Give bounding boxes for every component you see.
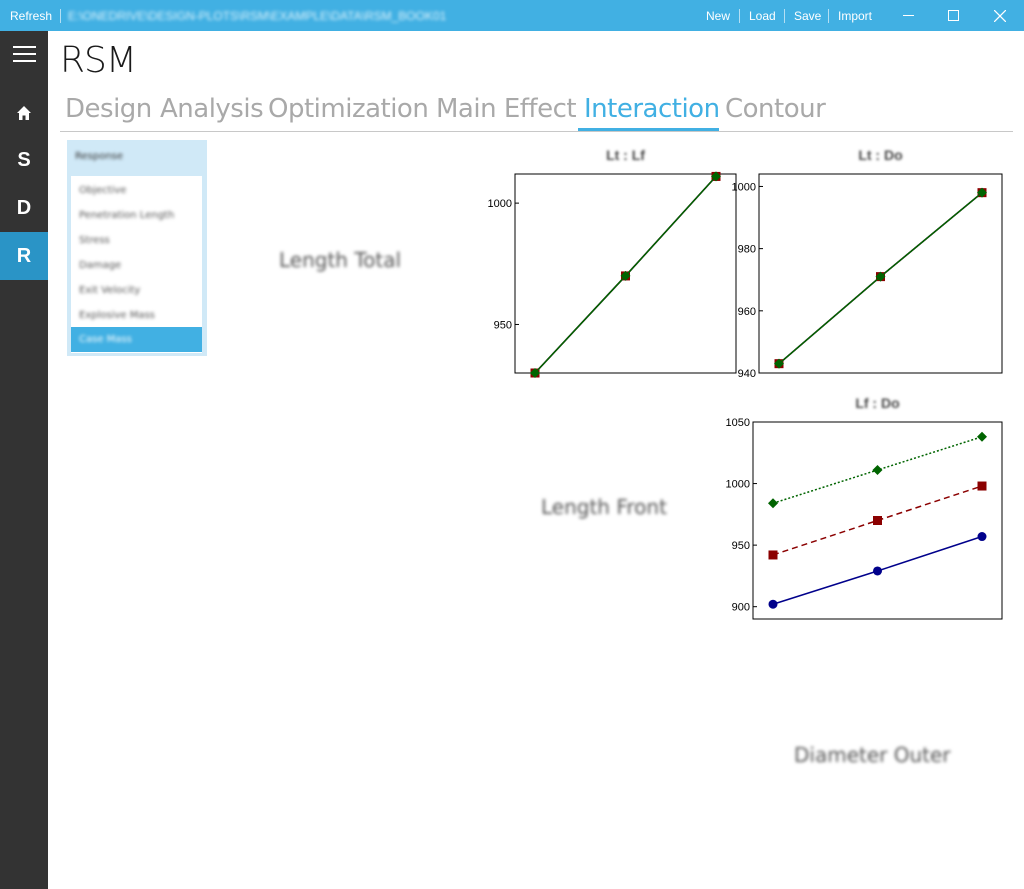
tab-interaction[interactable]: Interaction: [584, 94, 720, 124]
y-tick-label: 940: [738, 368, 756, 380]
chart-title: Lt : Do: [858, 147, 902, 163]
load-button[interactable]: Load: [749, 9, 776, 23]
active-tab-indicator: [578, 128, 719, 131]
data-point: [768, 599, 778, 609]
data-point: [977, 481, 987, 491]
menu-separator: [828, 9, 829, 23]
title-separator: [60, 9, 61, 23]
tabs-divider: [60, 131, 1013, 132]
y-tick-label: 950: [732, 540, 750, 552]
list-item[interactable]: Damage: [79, 260, 122, 271]
interaction-plot-lt-do: Lt : Do 940 960 980 1000: [732, 147, 1003, 380]
chart-title: Lt : Lf: [606, 147, 645, 163]
tab-contour[interactable]: Contour: [725, 94, 826, 124]
response-title: Response: [75, 151, 124, 162]
sidebar-item-d[interactable]: D: [16, 197, 32, 219]
data-point: [768, 550, 778, 560]
save-button[interactable]: Save: [794, 9, 822, 23]
data-point: [977, 187, 987, 198]
y-tick-label: 1050: [726, 417, 750, 429]
response-panel: Response Objective Penetration Length St…: [67, 140, 207, 356]
minimize-button[interactable]: [885, 0, 931, 31]
data-point: [768, 498, 778, 509]
y-tick-label: 1000: [726, 479, 750, 491]
label-length-front: Length Front: [541, 495, 667, 519]
data-point: [977, 431, 987, 442]
data-point: [620, 270, 631, 281]
list-item[interactable]: Explosive Mass: [79, 310, 155, 321]
list-item[interactable]: Objective: [79, 185, 127, 196]
title-bar: Refresh E:\ONEDRIVE\DESIGN-PLOTS\RSM\EXA…: [0, 0, 1024, 31]
tab-design[interactable]: Design: [65, 94, 152, 124]
data-point: [530, 368, 540, 378]
sidebar-item-s[interactable]: S: [17, 149, 31, 171]
data-point: [872, 465, 883, 476]
import-button[interactable]: Import: [838, 9, 873, 23]
minimize-icon: [903, 15, 914, 16]
maximize-button[interactable]: [931, 0, 977, 31]
interaction-plot-lf-do: Lf : Do 900 950 1000 1050: [726, 395, 1003, 620]
page-title: RSM: [60, 40, 137, 81]
file-path: E:\ONEDRIVE\DESIGN-PLOTS\RSM\EXAMPLE\DAT…: [68, 9, 447, 23]
list-item[interactable]: Exit Velocity: [79, 285, 141, 296]
data-point: [873, 516, 882, 525]
home-icon: [17, 105, 31, 120]
response-list[interactable]: Objective Penetration Length Stress Dama…: [71, 176, 202, 353]
sidebar-item-r[interactable]: R: [0, 232, 48, 280]
data-point: [873, 566, 882, 576]
data-point: [774, 358, 784, 369]
list-item-selected[interactable]: Case Mass: [71, 327, 202, 352]
refresh-button[interactable]: Refresh: [10, 9, 53, 23]
sidebar-item-home[interactable]: [0, 88, 48, 136]
menu-separator: [739, 9, 740, 23]
list-item[interactable]: Stress: [79, 235, 110, 246]
y-tick-label: 900: [732, 602, 750, 614]
menu-separator: [784, 9, 785, 23]
y-tick-label: 950: [494, 319, 512, 331]
chart-title: Lf : Do: [855, 395, 899, 411]
interaction-plot-lt-lf: Lt : Lf 950 1000: [488, 147, 737, 378]
label-length-total: Length Total: [279, 248, 402, 272]
data-point: [711, 171, 721, 182]
data-point: [977, 532, 987, 542]
close-button[interactable]: [977, 0, 1023, 31]
y-tick-label: 980: [738, 244, 756, 256]
y-tick-label: 1000: [732, 181, 756, 193]
close-icon: [994, 10, 1006, 22]
list-item[interactable]: Penetration Length: [79, 210, 175, 221]
new-button[interactable]: New: [706, 9, 731, 23]
data-point: [875, 271, 886, 282]
maximize-icon: [948, 10, 959, 21]
tab-optimization[interactable]: Optimization: [268, 94, 429, 124]
y-tick-label: 960: [738, 306, 756, 318]
sidebar: [0, 31, 48, 889]
y-tick-label: 1000: [488, 198, 512, 210]
tab-main-effect[interactable]: Main Effect: [436, 94, 577, 124]
label-diameter-outer: Diameter Outer: [794, 743, 951, 767]
hamburger-menu-icon[interactable]: [13, 46, 36, 67]
tab-analysis[interactable]: Analysis: [160, 94, 264, 124]
